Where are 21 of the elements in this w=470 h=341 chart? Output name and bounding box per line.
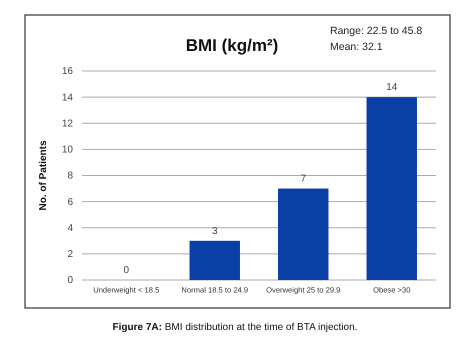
bar	[366, 97, 417, 280]
y-tick-label: 14	[62, 92, 74, 104]
y-tick-label: 2	[67, 249, 74, 260]
text: Mean: 32.1	[330, 41, 383, 53]
y-tick-label: 16	[62, 66, 74, 78]
y-tick-label: 6	[67, 196, 74, 208]
y-tick-label: 8	[67, 170, 74, 182]
y-tick-label: 10	[62, 144, 74, 156]
y-axis-title: No. of Patients	[38, 140, 49, 211]
caption: Figure 7A: BMI distribution at the time of BTA injection.	[112, 322, 358, 333]
bar	[278, 188, 328, 280]
y-tick-label: 4	[67, 222, 74, 234]
data-label: 3	[212, 226, 218, 237]
text: Range: 22.5 to 45.8	[330, 25, 422, 37]
data-label: 14	[386, 82, 398, 94]
chart-title: BMI (kg/m²)	[186, 36, 278, 55]
data-label: 0	[123, 265, 130, 276]
y-tick-label: 0	[67, 275, 74, 286]
bar	[190, 240, 240, 280]
data-label: 7	[300, 174, 306, 185]
y-tick-label: 12	[62, 118, 74, 130]
